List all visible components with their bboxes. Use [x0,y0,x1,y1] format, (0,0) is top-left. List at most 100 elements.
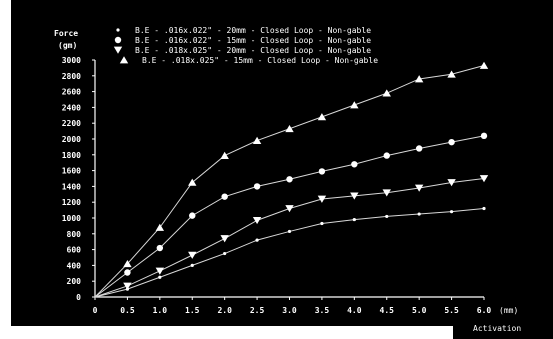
series-3-point [285,205,294,213]
x-tick-label: 0.5 [120,306,135,315]
legend-marker-3 [113,46,123,54]
series-4-point [285,124,294,133]
y-tick-label: 3000 [62,56,81,65]
y-tick-label: 2600 [62,88,81,97]
series-4-point [382,89,391,97]
x-tick-label: 2.5 [250,306,265,315]
y-tick-label: 2200 [62,119,81,128]
series-1-point [287,229,292,234]
legend-marker-1 [116,28,120,32]
series-3-point [123,282,132,290]
series-3-point [382,189,391,197]
series-2-point [383,152,390,159]
left-margin [0,0,11,339]
series-3 [94,175,489,298]
series-2-point [480,132,488,140]
y-tick-label: 400 [67,261,82,270]
series-2-point [189,212,196,219]
series-3-point [350,192,359,200]
series-4-point [252,136,262,144]
series-3-point [220,235,229,243]
series-3-point [317,195,327,203]
series-1 [94,206,486,298]
series-3-point [414,184,424,192]
series-3-point [479,175,489,183]
series-4-point [479,61,489,69]
x-tick-label: 3.0 [282,306,297,315]
series-1-point [417,212,421,216]
x-tick-label: 4.0 [347,306,362,315]
x-tick-label: 4.5 [380,306,395,315]
legend-label-2: B.E - .016x.022" - 15mm - Closed Loop - … [135,36,371,45]
y-tick-label: 1200 [62,198,81,207]
x-axis-unit: (mm) [499,306,518,315]
y-axis-unit: (gm) [58,41,77,50]
series-4-point [317,113,327,121]
x-tick-label: 5.0 [412,306,427,315]
series-2 [94,132,488,298]
series-2-point [318,168,326,175]
series-1-point [255,238,259,242]
legend-marker-2 [114,36,122,44]
series-2-point [253,183,261,190]
series-4-point [220,151,229,159]
series-1-point [190,263,194,267]
y-tick-label: 800 [67,230,82,239]
series-4-point [188,178,197,186]
y-tick-label: 200 [67,277,82,286]
series-2-point [156,244,164,252]
y-tick-label: 2800 [62,72,81,81]
y-tick-label: 0 [76,293,81,302]
x-tick-label: 3.5 [315,306,330,315]
x-axis-title: Activation [473,324,521,333]
series-1-point [352,217,356,222]
series-1-point [482,206,486,211]
x-tick-label: 2.0 [217,306,232,315]
y-tick-label: 1000 [62,214,81,223]
legend-label-3: B.E - .018x.025" - 20mm - Closed Loop - … [135,46,371,55]
x-tick-label: 0 [93,306,98,315]
series-4-point [155,223,165,231]
legend-label-1: B.E - .016x.022" - 20mm - Closed Loop - … [135,26,371,35]
series-3-point [252,217,262,225]
series-layer [94,61,489,298]
x-axis-title-box [453,319,553,339]
x-tick-labels: 0 0.5 1.0 1.5 2.0 2.5 3.0 3.5 4.0 4.5 5.0 5.5 6.0 [93,297,492,315]
series-1-point [320,221,324,226]
series-3-point [447,179,456,187]
y-tick-label: 1600 [62,167,81,176]
x-tick-label: 1.0 [153,306,168,315]
series-4-point [350,101,359,109]
y-tick-label: 2400 [62,103,81,112]
y-tick-label: 2000 [62,135,81,144]
legend-label-4: B.E - .018x.025" - 15mm - Closed Loop - … [142,56,378,65]
series-2-point [286,176,293,183]
y-tick-label: 1800 [62,151,81,160]
series-2-point [415,145,423,152]
legend: B.E - .016x.022" - 20mm - Closed Loop - … [113,26,378,65]
series-2-point [448,138,455,146]
y-tick-label: 600 [67,246,82,255]
series-2-point [351,161,358,168]
x-tick-label: 6.0 [477,306,492,315]
bottom-margin [0,326,553,339]
series-4 [94,61,489,298]
legend-marker-4 [119,56,129,64]
series-1-point [449,210,454,214]
series-1-point [385,214,389,219]
series-4-point [414,75,424,83]
x-tick-label: 1.5 [185,306,200,315]
series-2-point [221,193,228,200]
chart-background [0,0,553,326]
series-2-point [124,269,131,276]
series-3-point [188,251,197,259]
series-4-point [123,260,132,268]
y-tick-label: 1400 [62,182,81,191]
series-1-point [223,251,227,256]
series-3-point [155,267,165,275]
x-tick-label: 5.5 [444,306,459,315]
series-1-point [158,275,162,279]
series-4-point [447,70,456,78]
